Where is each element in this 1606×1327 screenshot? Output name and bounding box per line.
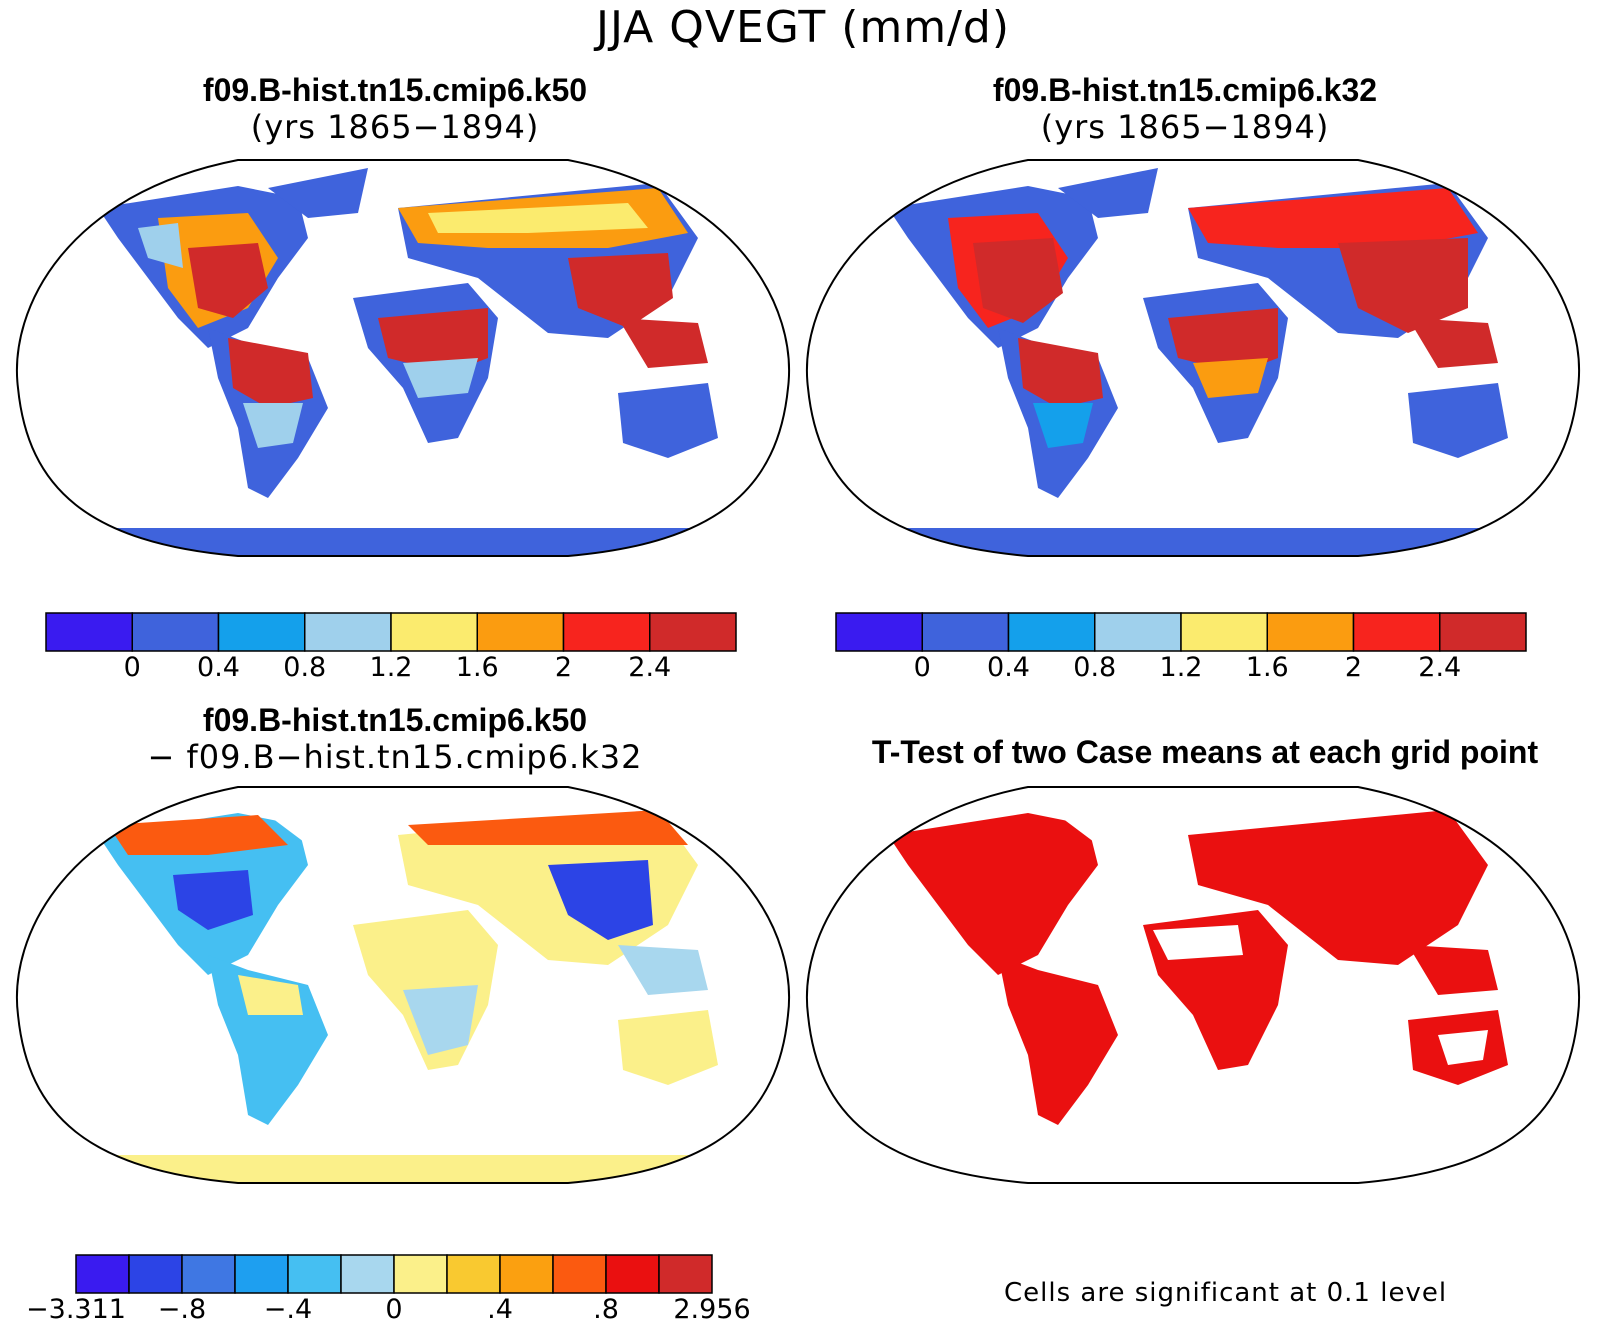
abs-label-3: 1.2 [1159,652,1203,683]
colorbar-k32 [835,612,1527,652]
abs-swatch-1 [131,612,220,652]
diff-swatch-3 [234,1254,289,1294]
abs-swatch-4 [390,612,478,652]
abs-label-4: 1.6 [455,652,499,683]
colorbar-diff [75,1254,713,1294]
abs-label-4: 1.6 [1245,652,1289,683]
abs-label-6: 2.4 [1418,652,1462,683]
map-diff [16,786,790,1184]
diff-swatch-11 [658,1254,713,1294]
abs-label-3: 1.2 [369,652,413,683]
abs-label-6: 2.4 [628,652,672,683]
panel-ttest-title-line1: T-Test of two Case means at each grid po… [871,734,1539,770]
diff-swatch-8 [499,1254,554,1294]
diff-swatch-7 [446,1254,501,1294]
diff-label-1: −.8 [157,1294,207,1325]
abs-swatch-2 [1007,612,1096,652]
panel-k32-title-line2: (yrs 1865−1894) [1040,107,1330,146]
colorbar-k32-labels: 0 0.4 0.8 1.2 1.6 2 2.4 [835,652,1527,688]
diff-swatch-9 [552,1254,607,1294]
colorbar-k50-labels: 0 0.4 0.8 1.2 1.6 2 2.4 [45,652,737,688]
diff-label-4: .4 [487,1294,513,1325]
abs-swatch-7 [1439,612,1527,652]
abs-label-5: 2 [1344,652,1363,683]
diff-label-3: 0 [385,1294,403,1325]
colorbar-diff-labels: −3.311 −.8 −.4 0 .4 .8 2.956 [26,1294,751,1327]
ttest-footnote: Cells are significant at 0.1 level [1004,1278,1448,1308]
diff-label-2: −.4 [263,1294,313,1325]
colorbar-k50 [45,612,737,652]
abs-label-2: 0.8 [1073,652,1117,683]
diff-swatch-2 [181,1254,236,1294]
abs-label-2: 0.8 [283,652,327,683]
diff-swatch-0 [75,1254,130,1294]
diff-label-5: .8 [593,1294,619,1325]
abs-swatch-0 [835,612,923,652]
panel-k32-title: f09.B-hist.tn15.cmip6.k32 (yrs 1865−1894… [790,72,1580,146]
abs-swatch-5 [476,612,565,652]
panel-k50-title-line1: f09.B-hist.tn15.cmip6.k50 [202,72,588,108]
diff-label-0: −3.311 [26,1294,126,1325]
diff-swatch-10 [605,1254,660,1294]
panel-ttest-title: T-Test of two Case means at each grid po… [790,734,1606,771]
panel-diff-title-line1: f09.B-hist.tn15.cmip6.k50 [202,702,588,738]
panel-diff-title: f09.B-hist.tn15.cmip6.k50 − f09.B−hist.t… [0,702,790,776]
abs-label-0: 0 [913,652,931,683]
abs-swatch-1 [921,612,1010,652]
diff-label-6: 2.956 [673,1294,751,1325]
panel-k50-title-line2: (yrs 1865−1894) [250,107,540,146]
diff-swatch-4 [287,1254,342,1294]
abs-swatch-3 [304,612,392,652]
abs-label-5: 2 [554,652,573,683]
map-k50 [16,159,790,557]
abs-swatch-0 [45,612,133,652]
panel-k50-title: f09.B-hist.tn15.cmip6.k50 (yrs 1865−1894… [0,72,790,146]
figure-title: JJA QVEGT (mm/d) [596,2,1010,53]
abs-swatch-7 [649,612,737,652]
abs-swatch-4 [1180,612,1268,652]
map-ttest [806,786,1580,1184]
map-k32 [806,159,1580,557]
abs-swatch-6 [1352,612,1441,652]
abs-swatch-3 [1094,612,1182,652]
panel-k32-title-line1: f09.B-hist.tn15.cmip6.k32 [992,72,1378,108]
panel-diff-title-line2: − f09.B−hist.tn15.cmip6.k32 [147,737,643,776]
abs-swatch-5 [1266,612,1355,652]
diff-swatch-1 [128,1254,183,1294]
diff-swatch-5 [340,1254,395,1294]
abs-swatch-6 [562,612,651,652]
diff-swatch-6 [393,1254,448,1294]
abs-label-1: 0.4 [197,652,240,683]
abs-label-1: 0.4 [987,652,1030,683]
abs-swatch-2 [217,612,306,652]
abs-label-0: 0 [123,652,141,683]
